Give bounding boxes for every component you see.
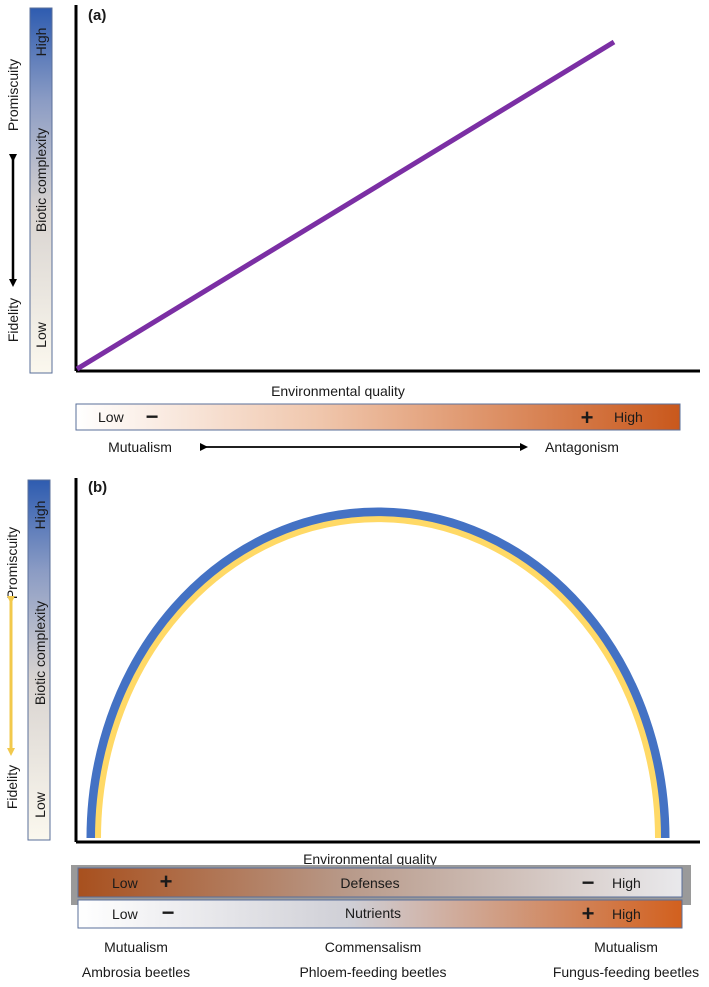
panel-b-nutrients-low: Low [112, 906, 139, 922]
panel-a-complexity-bar [29, 7, 53, 374]
panel-b-defenses-minus: − [582, 870, 595, 895]
panel-b-col1-interaction: Mutualism [104, 939, 168, 955]
panel-b-nutrients-label: Nutrients [345, 905, 401, 921]
panel-a-bar-high: High [33, 28, 49, 57]
panel-a-bar-low: Low [33, 321, 49, 348]
panel-b-inner-arc [95, 516, 661, 839]
panel-a: (a) High Biotic complexity Low Promiscui… [5, 5, 700, 455]
panel-a-plus-sign: + [581, 405, 594, 430]
panel-a-promiscuity-label: Promiscuity [5, 59, 21, 131]
panel-b-promiscuity-label: Promiscuity [4, 527, 20, 599]
panel-b-nutrients-bar [77, 899, 683, 929]
panel-a-bar-low-text: Low [98, 409, 125, 425]
panel-b-outer-arc [86, 507, 670, 839]
panel-b-label: (b) [88, 479, 107, 496]
panel-b-col2-interaction: Commensalism [325, 939, 421, 955]
panel-b-x-axis-title: Environmental quality [303, 851, 437, 867]
panel-b-nutrients-high: High [612, 906, 641, 922]
panel-a-x-axis-title: Environmental quality [271, 383, 405, 399]
panel-b-nutrients-plus: + [582, 901, 595, 926]
panel-a-mutualism-label: Mutualism [108, 439, 172, 455]
panel-a-minus-sign: − [146, 404, 159, 429]
panel-b-defenses-plus: + [160, 869, 173, 894]
panel-b: (b) High Biotic complexity Low Promiscui… [4, 478, 700, 980]
panel-a-fidelity-label: Fidelity [5, 298, 21, 342]
panel-b-col3-group: Fungus-feeding beetles [553, 964, 699, 980]
panel-b-bar-middle: Biotic complexity [32, 601, 48, 705]
panel-b-nutrients-minus: − [162, 900, 175, 925]
panel-a-bar-middle: Biotic complexity [33, 128, 49, 232]
panel-a-label: (a) [88, 7, 106, 24]
panel-a-quality-bar [75, 403, 681, 431]
panel-b-defenses-bar [77, 867, 683, 898]
panel-b-bar-low: Low [32, 791, 48, 818]
panel-b-bar-high: High [32, 501, 48, 530]
panel-b-col2-group: Phloem-feeding beetles [299, 964, 446, 980]
panel-b-defenses-label: Defenses [340, 875, 399, 891]
panel-b-col3-interaction: Mutualism [594, 939, 658, 955]
panel-a-antagonism-label: Antagonism [545, 439, 619, 455]
panel-a-bar-high-text: High [614, 409, 643, 425]
panel-b-defenses-low: Low [112, 875, 139, 891]
panel-b-complexity-bar [27, 479, 51, 841]
panel-b-fidelity-label: Fidelity [4, 765, 20, 809]
panel-b-col1-group: Ambrosia beetles [82, 964, 190, 980]
panel-b-defenses-high: High [612, 875, 641, 891]
panel-a-trend-line [75, 39, 616, 372]
